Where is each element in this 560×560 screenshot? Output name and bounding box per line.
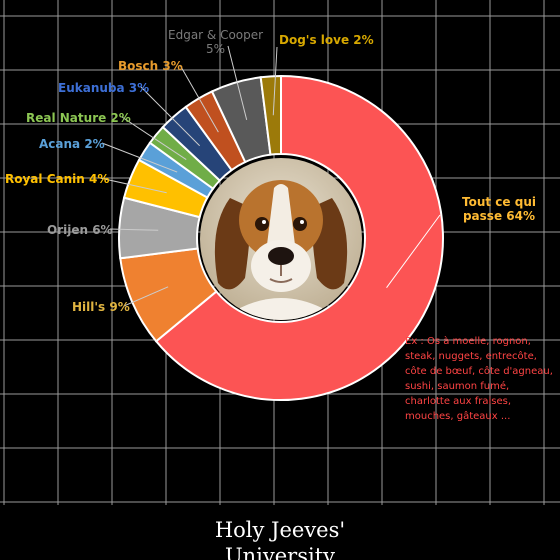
annotation-text: Ex : Os à moelle, rognon, steak, nuggets… (405, 336, 553, 422)
leader-line (109, 228, 159, 231)
slice-label-value: 5% (206, 42, 226, 56)
slice-label: Tout ce qui passe 64% (462, 195, 536, 223)
slice-label: Orijen 6% (47, 223, 113, 237)
leader-line (101, 142, 178, 173)
dog-photo (200, 158, 362, 320)
slice-label: Eukanuba 3% (58, 81, 150, 95)
leader-line (140, 86, 201, 147)
slice-label: Hill's 9% (72, 300, 130, 314)
slice-label-name: Tout ce qui (462, 195, 536, 209)
slice-label: Acana 2% (39, 137, 105, 151)
leader-line (227, 45, 248, 121)
leader-line (179, 64, 219, 133)
slice-label: Real Nature 2% (26, 111, 131, 125)
donut-slice (259, 74, 282, 156)
slice-label: Dog's love 2% (279, 33, 374, 47)
footer-title: Holy Jeeves' (214, 518, 346, 542)
slice-label-value: passe 64% (462, 209, 535, 223)
donut-slice (154, 74, 444, 401)
slice-label-name: Edgar & Cooper (168, 28, 264, 42)
slice-label: Edgar & Cooper 5% (168, 28, 263, 56)
beagle-dog-icon (200, 158, 362, 320)
leader-line (121, 116, 187, 161)
leader-line (272, 46, 278, 116)
slice-label: Bosch 3% (118, 59, 183, 73)
slice-label: Royal Canin 4% (5, 172, 110, 186)
leader-line (99, 177, 167, 194)
leader-line (123, 286, 169, 307)
footer-subtitle: University (224, 544, 336, 560)
leader-line (386, 214, 441, 288)
